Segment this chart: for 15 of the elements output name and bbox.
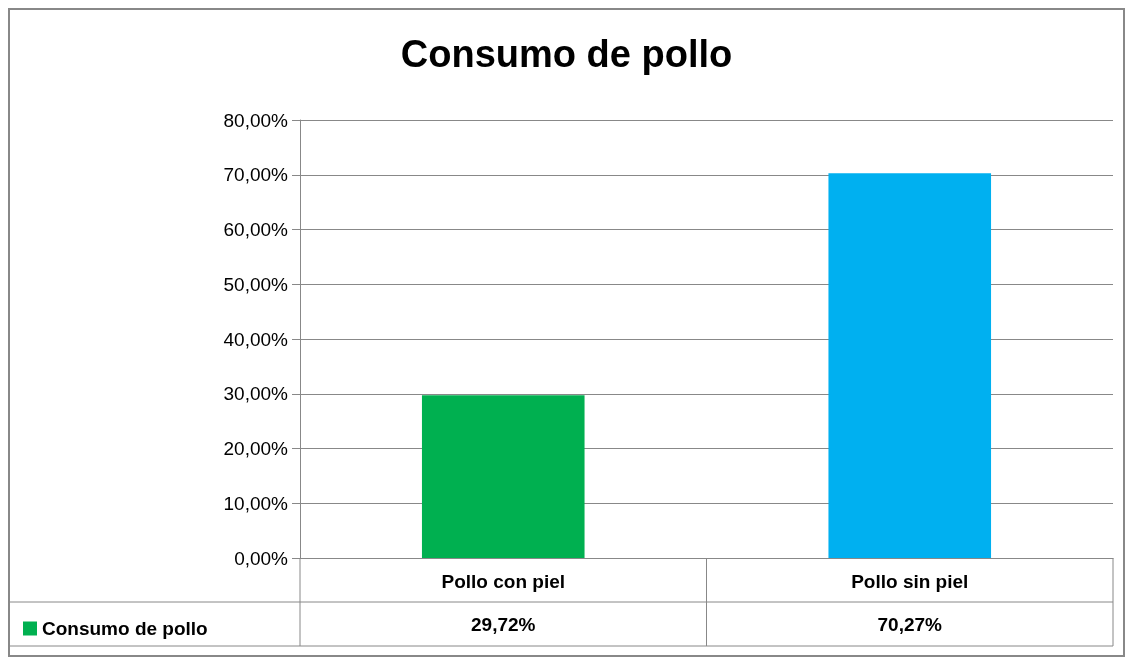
y-tick-label: 20,00% <box>223 438 289 459</box>
data-label: 70,27% <box>877 613 943 635</box>
legend-label: Consumo de pollo <box>42 618 208 639</box>
y-tick-label: 70,00% <box>223 164 289 186</box>
x-tick-label: Pollo con piel <box>441 571 566 592</box>
y-tick-label: 40,00% <box>223 328 289 350</box>
y-tick-label: 50,00% <box>223 273 289 295</box>
y-tick-label: 10,00% <box>223 492 289 514</box>
y-tick-label: 30,00% <box>223 383 289 405</box>
chart-title: Consumo de pollo <box>400 33 733 75</box>
x-tick-label: Pollo sin piel <box>851 571 969 592</box>
y-tick-label: 80,00% <box>223 109 289 131</box>
y-tick-label: 60,00% <box>223 219 289 240</box>
y-tick-label: 0,00% <box>234 547 289 569</box>
data-label: 29,72% <box>471 613 536 635</box>
